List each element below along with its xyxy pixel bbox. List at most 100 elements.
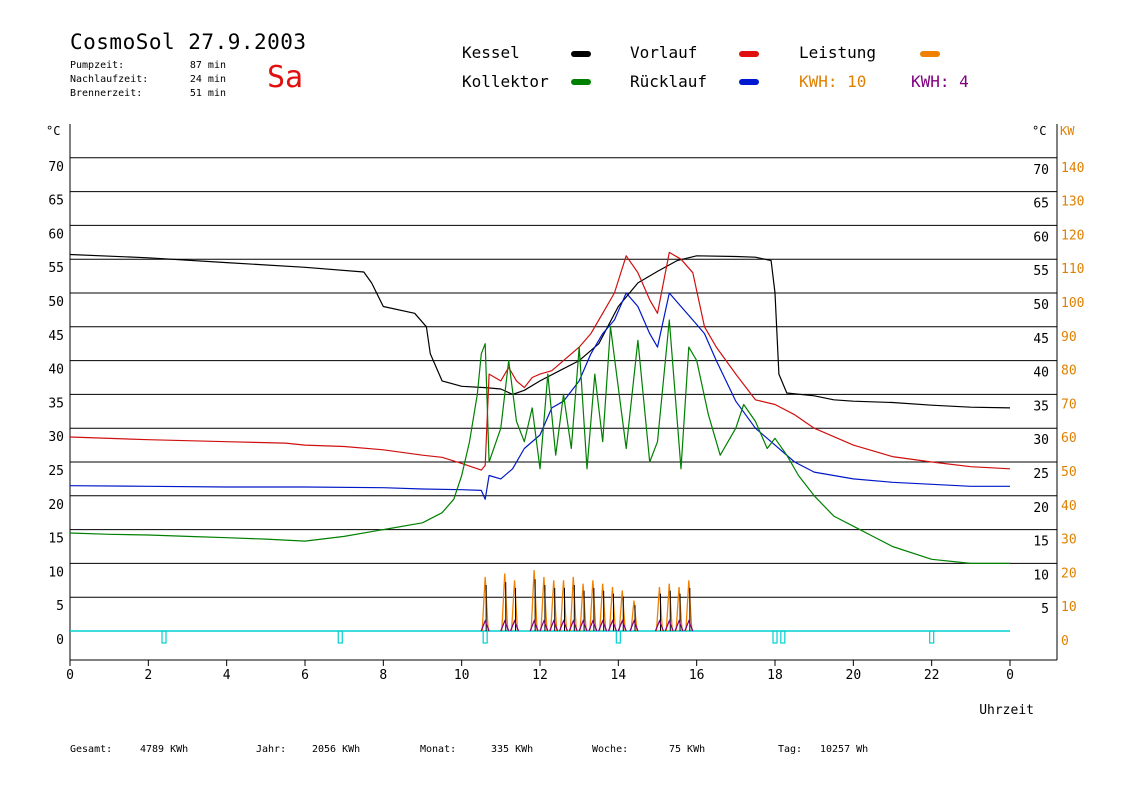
footer-monat-label: Monat: (420, 744, 457, 755)
power-spike (665, 583, 673, 632)
power-spike (540, 576, 548, 632)
power-spike-secondary (539, 619, 549, 632)
power-spike (608, 587, 617, 632)
y-right-tick-label: 10 (1033, 568, 1049, 583)
power-spike (618, 590, 626, 632)
pump-event-marker (161, 630, 167, 644)
series-kollektor (69, 319, 1010, 565)
y-right-tick-label: 50 (1033, 298, 1049, 313)
y-kw-tick-label: 110 (1061, 262, 1084, 277)
y-right-tick-label: 40 (1033, 366, 1049, 381)
x-tick-label: 0 (66, 668, 74, 683)
y-kw-tick-label: 80 (1061, 364, 1077, 379)
pump-event-marker (337, 630, 343, 644)
power-spike (630, 600, 638, 632)
power-spike (569, 576, 577, 632)
pump-event-marker (929, 630, 935, 644)
y-kw-tick-label: 120 (1061, 228, 1084, 243)
y-kw-tick-label: 50 (1061, 465, 1077, 480)
y-kw-tick-label: 70 (1061, 397, 1077, 412)
y-left-tick-label: 25 (48, 464, 64, 479)
weekday-label: Sa (267, 60, 304, 95)
legend-vorlauf-swatch (739, 51, 759, 57)
power-spike-secondary (558, 619, 569, 632)
x-tick-label: 14 (611, 668, 627, 683)
chart-title: CosmoSol 27.9.2003 (70, 30, 307, 54)
x-tick-label: 12 (532, 668, 548, 683)
power-spike-secondary (684, 619, 694, 632)
y-kw-unit: KW (1060, 124, 1075, 138)
footer-woche-value: 75 KWh (669, 744, 706, 755)
y-right-tick-label: 35 (1033, 399, 1049, 414)
power-spike (589, 580, 597, 632)
y-left-tick-label: 55 (48, 261, 64, 276)
runtime-info: Pumpzeit: 87 min Nachlaufzeit: 24 min Bren… (70, 59, 226, 101)
legend-kollektor-label: Kollektor (462, 72, 549, 91)
power-spike (675, 587, 683, 632)
power-spike (501, 573, 509, 632)
y-right-tick-label: 65 (1033, 197, 1049, 212)
power-spike-secondary (529, 619, 539, 632)
y-right-tick-label: 25 (1033, 467, 1049, 482)
power-spike (655, 587, 664, 632)
power-spike-secondary (500, 619, 510, 632)
power-spike-secondary (674, 619, 684, 632)
series-kessel (69, 253, 1011, 409)
legend-leistung-label: Leistung (799, 43, 877, 62)
power-spike (550, 580, 558, 632)
x-axis-title: Uhrzeit (979, 703, 1034, 718)
power-spike-secondary (480, 619, 490, 632)
y-kw-tick-label: 100 (1061, 296, 1084, 311)
pump-event-marker (780, 630, 786, 644)
y-kw-tick-label: 30 (1061, 533, 1077, 548)
power-spike (685, 580, 693, 632)
footer-monat-value: 335 KWh (491, 744, 534, 755)
x-tick-label: 8 (379, 668, 387, 683)
legend-leistung-swatch (920, 51, 940, 57)
y-left-tick-label: 20 (48, 498, 64, 513)
footer-jahr-label: Jahr: (256, 744, 287, 755)
x-tick-label: 10 (454, 668, 470, 683)
footer-gesamt-label: Gesamt: (70, 744, 113, 755)
power-spike (559, 580, 568, 632)
y-kw-tick-label: 40 (1061, 499, 1077, 514)
power-spike-secondary (549, 619, 559, 632)
legend-kollektor-swatch (571, 79, 591, 85)
legend-vorlauf-label: Vorlauf (630, 43, 698, 62)
x-tick-label: 20 (846, 668, 862, 683)
y-kw-tick-label: 10 (1061, 600, 1077, 615)
y-left-tick-label: 40 (48, 363, 64, 378)
y-left-tick-label: 15 (48, 532, 64, 547)
legend-ruecklauf-label: Rücklauf (630, 72, 708, 91)
pumpzeit-row: Pumpzeit: 87 min (70, 60, 226, 71)
power-spike (481, 576, 489, 632)
power-spike (579, 583, 587, 632)
power-spike (599, 583, 607, 632)
y-left-tick-label: 10 (48, 565, 64, 580)
x-tick-label: 0 (1006, 668, 1014, 683)
footer-woche-label: Woche: (592, 744, 629, 755)
y-right-tick-label: 15 (1033, 535, 1049, 550)
y-left-tick-label: 70 (48, 160, 64, 175)
pump-event-marker (772, 630, 778, 644)
y-left-tick-label: 0 (56, 633, 64, 648)
y-right-tick-label: 5 (1041, 602, 1049, 617)
y-left-tick-label: 35 (48, 396, 64, 411)
x-tick-label: 4 (223, 668, 231, 683)
y-left-tick-label: 5 (56, 599, 64, 614)
power-spike-secondary (568, 619, 578, 632)
power-spike-secondary (578, 619, 588, 632)
power-spike (530, 570, 538, 632)
legend-kessel-swatch (571, 51, 591, 57)
y-kw-tick-label: 140 (1061, 161, 1084, 176)
legend-kessel-label: Kessel (462, 43, 520, 62)
power-spike-secondary (598, 619, 608, 632)
y-left-tick-label: 65 (48, 194, 64, 209)
nachlaufzeit-row: Nachlaufzeit: 24 min (70, 74, 226, 85)
y-right-tick-label: 55 (1033, 264, 1049, 279)
kwh-orange-value: KWH: 10 (799, 72, 867, 91)
legend-ruecklauf-swatch (739, 79, 759, 85)
kwh-purple-value: KWH: 4 (911, 72, 969, 91)
pump-event-marker (482, 630, 488, 644)
